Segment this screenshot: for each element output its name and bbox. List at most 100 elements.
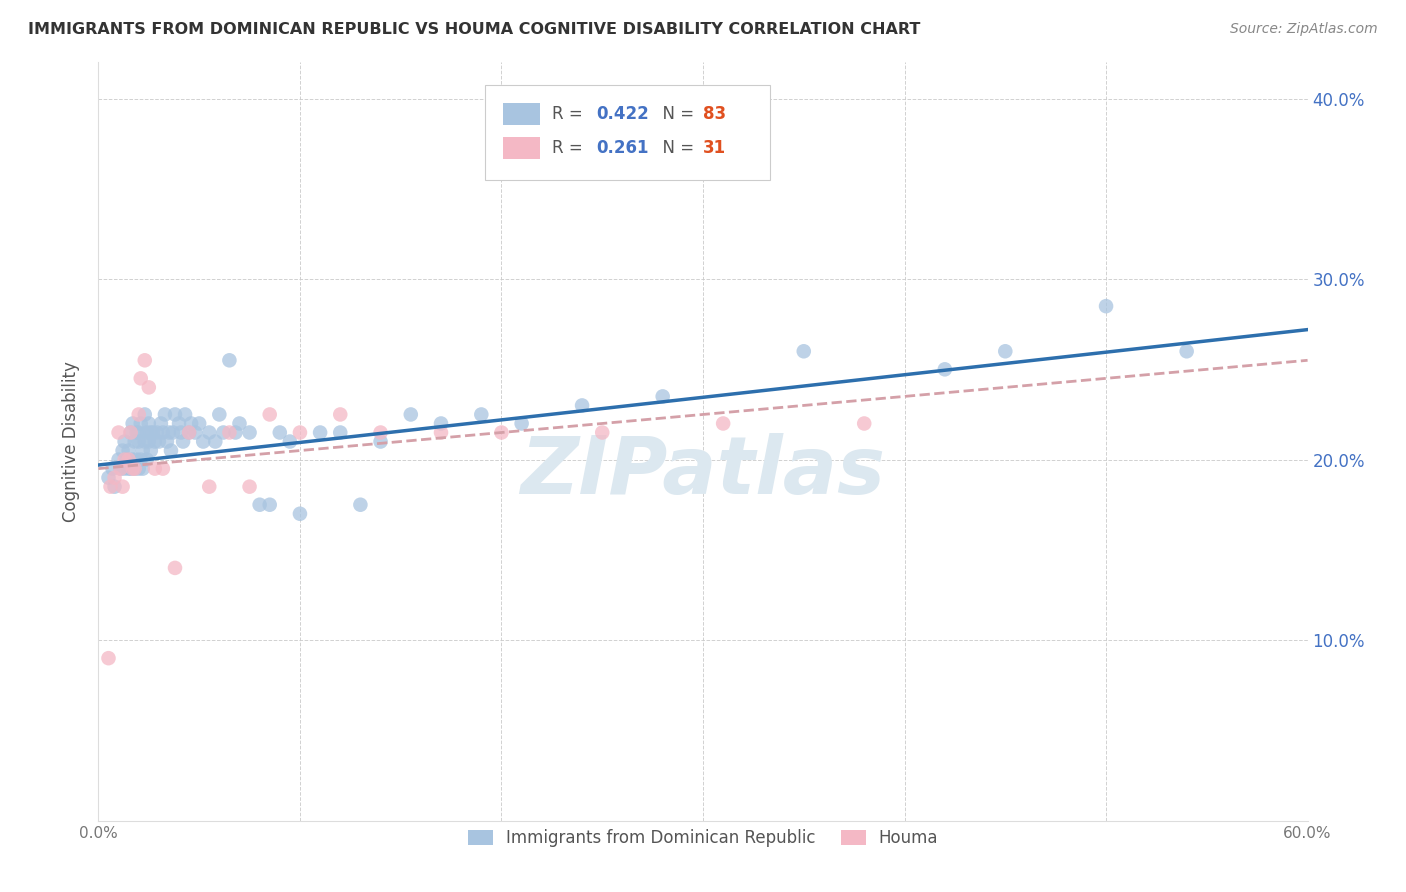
Point <box>370 434 392 449</box>
Point <box>470 408 492 422</box>
Point <box>111 480 134 494</box>
Point <box>218 425 240 440</box>
Point <box>329 408 352 422</box>
Text: IMMIGRANTS FROM DOMINICAN REPUBLIC VS HOUMA COGNITIVE DISABILITY CORRELATION CHA: IMMIGRANTS FROM DOMINICAN REPUBLIC VS HO… <box>28 22 921 37</box>
Point <box>163 561 186 575</box>
Point <box>651 389 673 403</box>
Point <box>188 417 211 431</box>
Text: 31: 31 <box>703 139 725 157</box>
Point <box>160 443 183 458</box>
Point <box>135 452 157 467</box>
Point <box>198 425 221 440</box>
Point <box>107 425 129 440</box>
Point <box>149 417 172 431</box>
Bar <box>503 103 540 126</box>
Point <box>329 425 352 440</box>
Point <box>135 425 157 440</box>
Point <box>162 425 184 440</box>
Text: 0.261: 0.261 <box>596 139 650 157</box>
Point <box>170 425 193 440</box>
Point <box>157 425 180 440</box>
Point <box>167 417 190 431</box>
Point <box>153 408 176 422</box>
Bar <box>503 136 540 160</box>
Point <box>115 452 138 467</box>
Point <box>1175 344 1198 359</box>
Point <box>107 452 129 467</box>
Point <box>249 498 271 512</box>
Text: R =: R = <box>551 139 588 157</box>
Point <box>134 434 156 449</box>
Point <box>100 480 122 494</box>
Point <box>120 461 142 475</box>
Text: R =: R = <box>551 105 588 123</box>
Point <box>129 417 152 431</box>
Point <box>110 461 132 475</box>
Point <box>114 452 136 467</box>
Point <box>124 461 146 475</box>
Point <box>120 425 142 440</box>
Point <box>121 461 143 475</box>
Point <box>179 425 201 440</box>
Point <box>174 408 197 422</box>
Point <box>125 452 148 467</box>
Point <box>103 480 125 494</box>
Point <box>793 344 815 359</box>
Point <box>259 408 281 422</box>
Point <box>591 425 613 440</box>
Point <box>370 425 392 440</box>
Point <box>156 434 179 449</box>
Point <box>143 434 166 449</box>
Point <box>349 498 371 512</box>
Point <box>853 417 876 431</box>
Point <box>97 651 120 665</box>
Point <box>180 417 202 431</box>
Point <box>124 461 146 475</box>
Point <box>139 425 162 440</box>
Point <box>125 425 148 440</box>
Text: N =: N = <box>652 139 700 157</box>
Point <box>172 434 194 449</box>
Point <box>278 434 301 449</box>
Point <box>129 371 152 385</box>
Point <box>152 461 174 475</box>
Point <box>208 408 231 422</box>
Point <box>114 434 136 449</box>
Point <box>1095 299 1118 313</box>
Point <box>128 434 150 449</box>
Point <box>138 417 160 431</box>
Point <box>288 425 311 440</box>
Point <box>129 452 152 467</box>
Point <box>510 417 533 431</box>
Point <box>101 461 124 475</box>
Point <box>132 461 155 475</box>
Point <box>934 362 956 376</box>
Point <box>430 425 453 440</box>
Point <box>110 461 132 475</box>
Point <box>142 425 165 440</box>
Point <box>132 443 155 458</box>
Text: Source: ZipAtlas.com: Source: ZipAtlas.com <box>1230 22 1378 37</box>
Point <box>114 461 136 475</box>
Point <box>152 425 174 440</box>
Point <box>571 399 593 413</box>
Point <box>128 461 150 475</box>
Point <box>179 425 201 440</box>
FancyBboxPatch shape <box>485 85 769 180</box>
Point <box>111 443 134 458</box>
Text: N =: N = <box>652 105 700 123</box>
Point <box>138 380 160 394</box>
Point <box>288 507 311 521</box>
Point <box>259 498 281 512</box>
Point <box>134 353 156 368</box>
Point <box>148 434 170 449</box>
Point <box>269 425 291 440</box>
Point <box>103 470 125 484</box>
Legend: Immigrants from Dominican Republic, Houma: Immigrants from Dominican Republic, Houm… <box>461 822 945 854</box>
Point <box>118 443 141 458</box>
Point <box>118 452 141 467</box>
Point <box>120 425 142 440</box>
Point <box>218 353 240 368</box>
Point <box>146 425 169 440</box>
Point <box>124 434 146 449</box>
